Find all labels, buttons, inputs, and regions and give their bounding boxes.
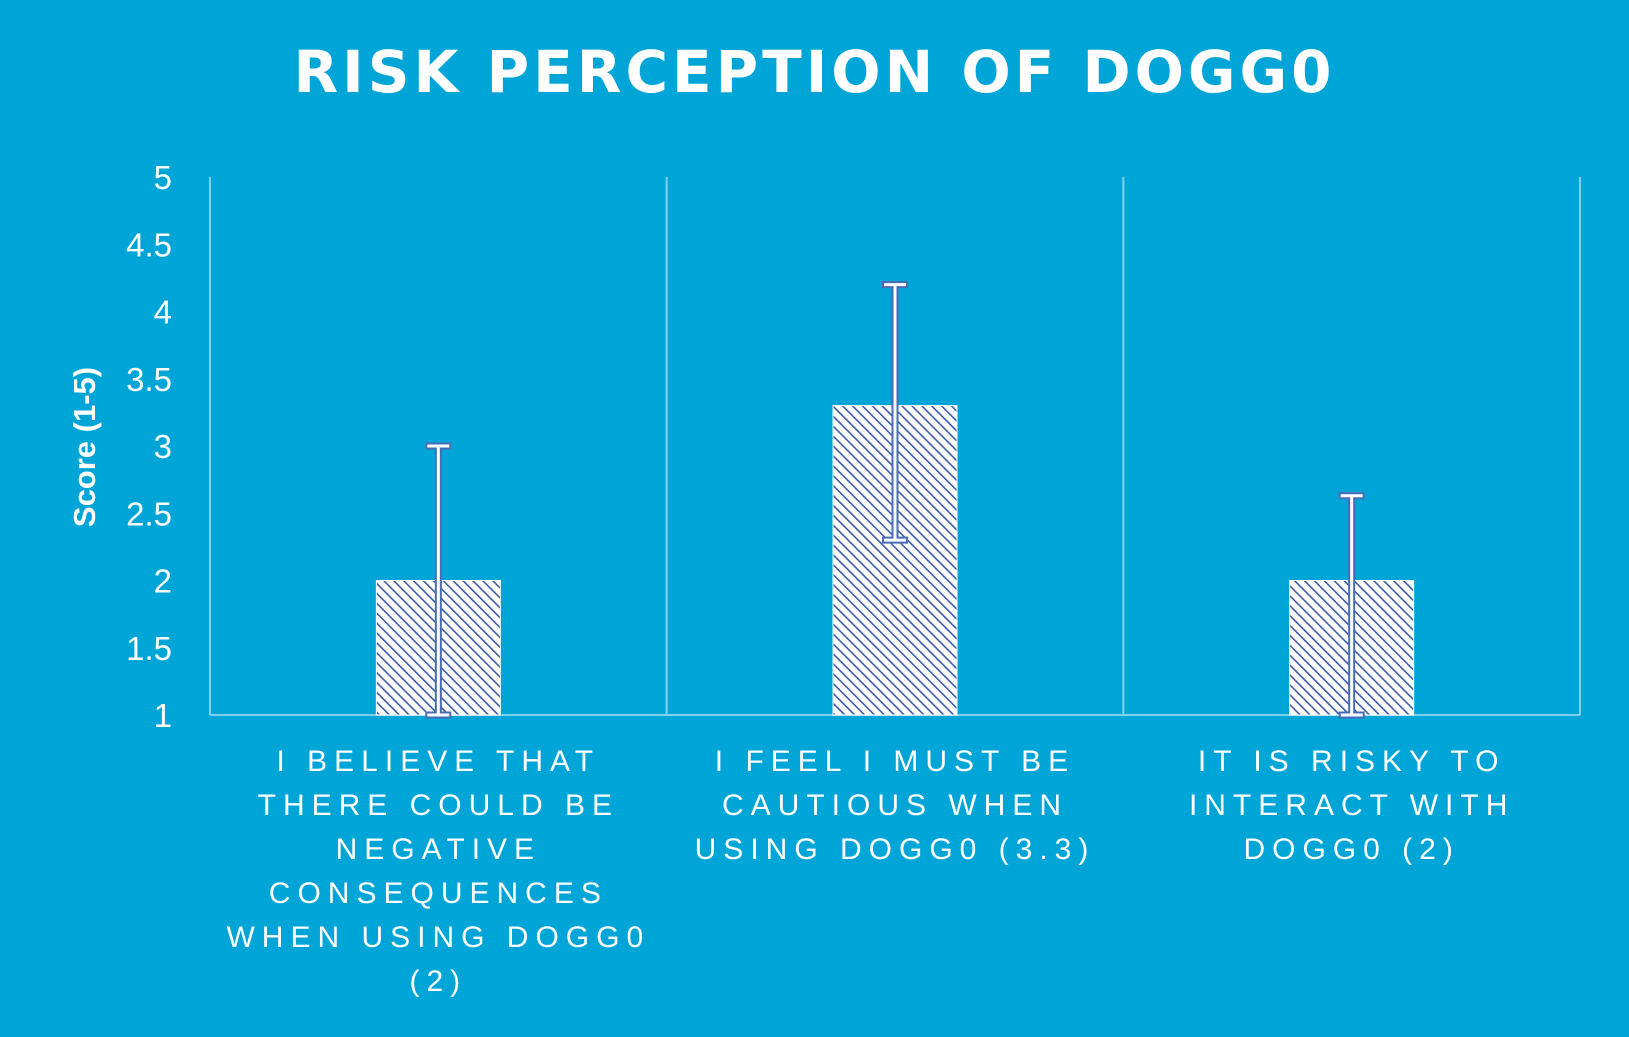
x-category-label: I FEEL I MUST BE CAUTIOUS WHEN USING DOGG0… <box>675 740 1115 872</box>
y-tick-labels: 1 1.5 2 2.5 3 3.5 4 4.5 5 <box>126 159 172 734</box>
x-category-label-line: THERE COULD BE <box>257 789 620 822</box>
x-category-label-line: USING DOGG0 (3.3) <box>694 833 1096 866</box>
x-category-label: I BELIEVE THAT THERE COULD BE NEGATIVE CONS… <box>218 740 658 1004</box>
x-category-label-line: CONSEQUENCES <box>268 877 608 910</box>
y-tick-label: 1.5 <box>126 630 172 667</box>
error-bar <box>1338 492 1365 719</box>
y-axis-title: Score (1-5) <box>67 367 102 527</box>
x-category-label-line: I BELIEVE THAT <box>276 745 601 778</box>
x-category-label-line: (2) <box>409 965 468 998</box>
y-tick-label: 2.5 <box>126 495 172 532</box>
error-bar <box>882 281 908 544</box>
x-category-label-line: WHEN USING DOGG0 <box>226 921 651 954</box>
y-tick-label: 4 <box>154 294 172 331</box>
y-tick-label: 5 <box>154 159 172 196</box>
x-category-label-line: I FEEL I MUST BE <box>714 745 1076 778</box>
y-tick-label: 1 <box>154 697 172 734</box>
error-bar-layer <box>425 281 1365 719</box>
x-category-label-line: CAUTIOUS WHEN <box>722 789 1068 822</box>
y-tick-label: 4.5 <box>126 226 172 263</box>
y-tick-label: 3 <box>154 428 172 465</box>
y-tick-label: 3.5 <box>126 361 172 398</box>
x-category-label-line: INTERACT WITH <box>1188 789 1515 822</box>
x-category-label-line: DOGG0 (2) <box>1243 833 1460 866</box>
x-category-label-line: IT IS RISKY TO <box>1197 745 1506 778</box>
chart-title: RISK PERCEPTION OF DOGG0 <box>293 38 1336 106</box>
x-category-label: IT IS RISKY TO INTERACT WITH DOGG0 (2) <box>1132 740 1572 872</box>
x-category-label-line: NEGATIVE <box>335 833 542 866</box>
y-tick-label: 2 <box>154 563 172 600</box>
error-bar <box>425 442 452 719</box>
